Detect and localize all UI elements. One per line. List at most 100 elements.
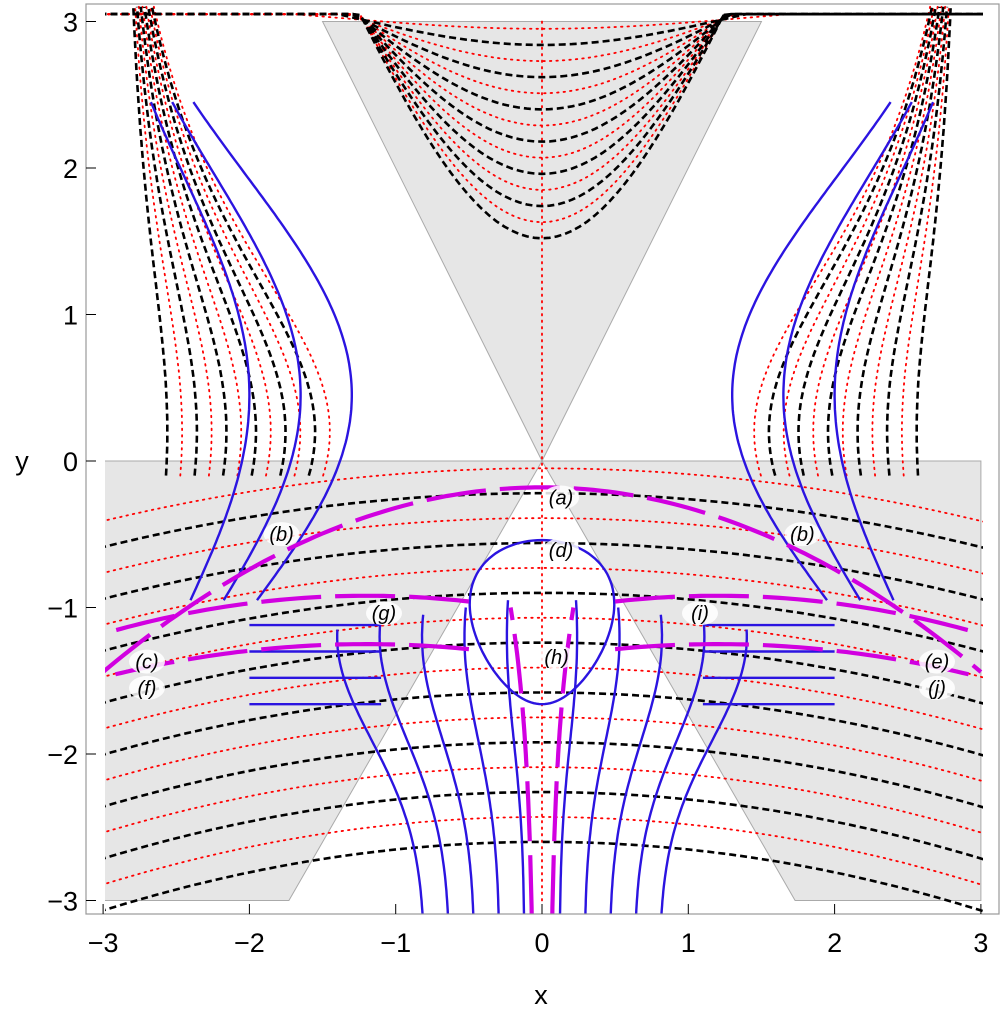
red-contour-bottom	[105, 517, 983, 575]
black-contour-bottom	[105, 691, 983, 757]
x-tick-label: −2	[234, 928, 265, 958]
annotation-bg	[919, 649, 956, 674]
annotation-label: (d)	[549, 540, 573, 562]
annotation-label: (b)	[269, 524, 293, 546]
red-contour-bottom	[105, 616, 983, 679]
contour-right	[915, 6, 952, 476]
annotation-label: (b)	[790, 524, 814, 546]
blue-finger	[558, 600, 579, 914]
blue-finger	[609, 614, 664, 914]
annotation-bg	[128, 649, 165, 674]
x-tick-label: 3	[973, 928, 988, 958]
contour-left	[150, 6, 317, 476]
black-contour-bottom	[105, 591, 983, 653]
red-contour-bottom	[105, 766, 983, 835]
x-tick-label: 2	[827, 928, 842, 958]
annotation-label: (g)	[372, 603, 396, 625]
y-tick-label: −2	[47, 740, 78, 770]
y-tick-label: −3	[47, 887, 78, 917]
contour-right	[901, 5, 950, 477]
black-contour-bottom	[105, 641, 983, 705]
black-contour-top	[105, 12, 983, 79]
contour-left	[134, 5, 183, 477]
black-contour-top	[105, 12, 983, 208]
red-contour-bottom	[105, 716, 983, 783]
annotation-bg	[543, 538, 580, 563]
annotation-label: (a)	[549, 487, 573, 509]
contour-left	[138, 5, 213, 477]
black-contour-bottom	[105, 790, 983, 861]
annotation-label: (f)	[138, 678, 157, 700]
region-annotations: (a) (d) (h) (b) (b) (g) (i) (c) (f) (e) (j)	[128, 485, 956, 700]
contour-right	[782, 5, 935, 477]
red-contour-bottom	[105, 816, 983, 887]
blue-contour-right	[782, 101, 913, 601]
y-tick-label: 0	[63, 447, 78, 477]
blue-finger	[463, 607, 500, 914]
black-contour-bottom	[105, 491, 983, 549]
blue-contour-right	[731, 101, 892, 601]
axis-ticks	[86, 21, 982, 914]
x-tick-label: 0	[534, 928, 549, 958]
annotation-bg	[543, 485, 580, 510]
contour-right	[856, 6, 945, 476]
blue-finger	[420, 614, 475, 914]
contour-left	[149, 5, 302, 477]
annotation-bg	[682, 601, 719, 626]
contour-left	[135, 6, 199, 476]
y-tick-label: 2	[63, 154, 78, 184]
red-contour-bottom	[105, 467, 983, 523]
blue-contour-right	[833, 101, 935, 601]
black-contour-bottom	[105, 840, 983, 913]
black-dashed-contours	[105, 6, 983, 913]
black-contour-top	[105, 12, 983, 176]
y-axis-title: y	[15, 446, 29, 476]
y-tick-label: 3	[63, 8, 78, 38]
contour-left	[147, 6, 287, 476]
blue-solid-contours	[149, 101, 935, 914]
annotation-label: (i)	[691, 603, 709, 625]
blue-lobe-d	[468, 538, 616, 706]
tick-labels: −3 −2 −1 0 1 2 3 3 2 1 0 −1 −2 −3	[47, 8, 988, 959]
x-tick-label: 1	[681, 928, 696, 958]
contour-left	[132, 6, 169, 476]
contour-left	[145, 5, 272, 477]
annotation-bg	[784, 522, 821, 547]
magenta-curve-a	[105, 485, 983, 674]
annotation-bg	[263, 522, 300, 547]
contour-right	[885, 6, 949, 476]
contour-right	[826, 6, 941, 476]
annotation-bg	[128, 675, 165, 700]
blue-contour-left	[192, 101, 353, 601]
contour-right	[871, 5, 946, 477]
blue-finger	[378, 622, 450, 914]
contour-left	[153, 5, 331, 477]
magenta-curve-side	[105, 593, 470, 636]
y-tick-label: −1	[47, 594, 78, 624]
black-contour-bottom	[105, 741, 983, 809]
x-tick-label: −1	[380, 928, 411, 958]
magenta-curve-side	[614, 593, 982, 636]
annotation-label: (j)	[928, 678, 946, 700]
contour-left	[143, 6, 258, 476]
black-contour-top	[105, 12, 983, 143]
x-tick-label: −3	[88, 928, 119, 958]
contour-left	[141, 5, 243, 477]
blue-finger	[634, 622, 706, 914]
y-tick-label: 1	[63, 301, 78, 331]
contour-right	[841, 5, 943, 477]
magenta-curve-center	[508, 607, 534, 914]
annotation-label: (h)	[544, 647, 568, 669]
contour-right	[753, 5, 931, 477]
blue-finger	[505, 600, 526, 914]
annotation-bg	[538, 645, 575, 670]
blue-finger	[584, 607, 621, 914]
blue-contour-left	[149, 101, 251, 601]
annotation-bg	[919, 675, 956, 700]
contour-left	[139, 6, 228, 476]
black-contour-bottom	[105, 541, 983, 601]
annotation-label: (e)	[925, 652, 949, 674]
blue-contour-left	[171, 101, 302, 601]
annotation-label: (c)	[135, 652, 158, 674]
